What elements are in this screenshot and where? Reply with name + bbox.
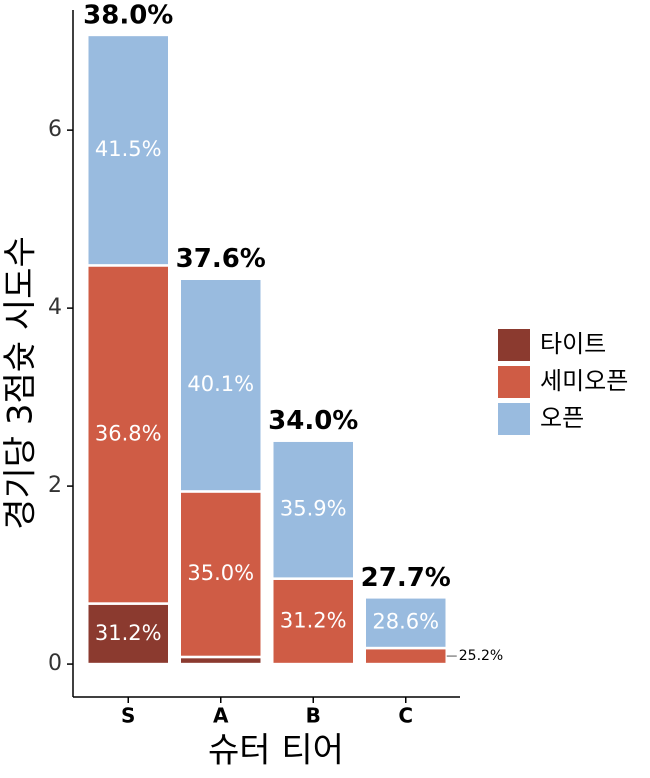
y-axis-title: 경기당 3점슛 시도수: [1, 236, 41, 530]
x-tick-label: A: [213, 704, 229, 728]
total-label: 27.7%: [361, 563, 451, 593]
legend-swatch: [498, 366, 530, 398]
bar-segment: [86, 33, 171, 267]
y-tick-label: 6: [48, 117, 62, 142]
bar-segment: [271, 577, 356, 666]
data-label: 31.2%: [95, 621, 162, 645]
bar-segment: [178, 490, 263, 659]
total-label: 34.0%: [268, 406, 358, 436]
legend-label: 타이트: [540, 330, 606, 358]
bar-segment: [86, 602, 171, 666]
data-label: 28.6%: [372, 610, 439, 634]
data-label: 40.1%: [187, 372, 254, 396]
bar-segment: [363, 596, 448, 650]
data-label: 41.5%: [95, 137, 162, 161]
y-tick-label: 4: [48, 295, 62, 320]
data-label: 36.8%: [95, 421, 162, 445]
bar-segment: [363, 646, 448, 666]
legend-swatch: [498, 329, 530, 361]
data-label: 25.2%: [459, 648, 503, 664]
data-label: 31.2%: [280, 608, 347, 632]
x-tick-label: S: [121, 704, 135, 728]
legend-label: 오픈: [540, 404, 584, 432]
x-tick-label: C: [398, 704, 413, 728]
x-tick-label: B: [306, 704, 321, 728]
bar-segment: [178, 277, 263, 493]
legend-swatch: [498, 403, 530, 435]
y-tick-label: 2: [48, 473, 62, 498]
total-label: 37.6%: [176, 244, 266, 274]
data-label: 35.0%: [187, 561, 254, 585]
data-label: 35.9%: [280, 497, 347, 521]
total-label: 38.0%: [83, 0, 173, 30]
x-axis-title: 슈터 티어: [208, 731, 344, 771]
bar-segment: [86, 264, 171, 605]
y-tick-label: 0: [48, 651, 62, 676]
legend-label: 세미오픈: [540, 367, 628, 395]
bar-segment: [271, 439, 356, 580]
